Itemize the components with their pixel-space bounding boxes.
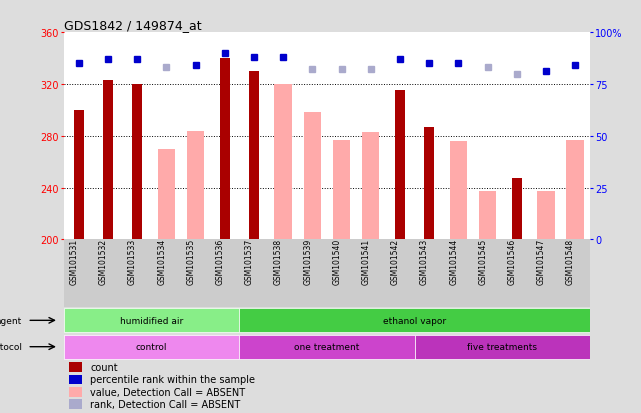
Bar xyxy=(274,85,292,240)
Text: protocol: protocol xyxy=(0,342,22,351)
FancyBboxPatch shape xyxy=(239,309,590,332)
Bar xyxy=(512,179,522,240)
Text: value, Detection Call = ABSENT: value, Detection Call = ABSENT xyxy=(90,387,246,397)
Bar xyxy=(69,399,83,409)
Bar xyxy=(69,375,83,385)
FancyBboxPatch shape xyxy=(415,335,590,359)
Bar xyxy=(479,192,496,240)
FancyBboxPatch shape xyxy=(64,309,239,332)
Text: humidified air: humidified air xyxy=(120,316,183,325)
Text: count: count xyxy=(90,362,118,373)
Bar xyxy=(249,72,259,240)
Bar xyxy=(132,85,142,240)
Text: percentile rank within the sample: percentile rank within the sample xyxy=(90,375,255,385)
Bar xyxy=(424,127,434,240)
Bar xyxy=(567,140,584,240)
Bar xyxy=(395,91,405,240)
Text: one treatment: one treatment xyxy=(294,342,360,351)
Bar xyxy=(103,81,113,240)
Bar xyxy=(537,192,554,240)
Text: ethanol vapor: ethanol vapor xyxy=(383,316,446,325)
Bar xyxy=(74,111,84,240)
FancyBboxPatch shape xyxy=(64,335,239,359)
Bar xyxy=(220,59,230,240)
Bar xyxy=(333,140,350,240)
Bar xyxy=(69,363,83,372)
Text: agent: agent xyxy=(0,316,22,325)
Text: GDS1842 / 149874_at: GDS1842 / 149874_at xyxy=(64,19,202,32)
Text: five treatments: five treatments xyxy=(467,342,537,351)
Text: rank, Detection Call = ABSENT: rank, Detection Call = ABSENT xyxy=(90,399,240,409)
Bar xyxy=(69,387,83,396)
Text: control: control xyxy=(136,342,167,351)
Bar xyxy=(449,142,467,240)
Bar xyxy=(304,113,321,240)
Bar xyxy=(187,131,204,240)
Bar xyxy=(362,133,379,240)
FancyBboxPatch shape xyxy=(239,335,415,359)
Bar xyxy=(158,150,175,240)
